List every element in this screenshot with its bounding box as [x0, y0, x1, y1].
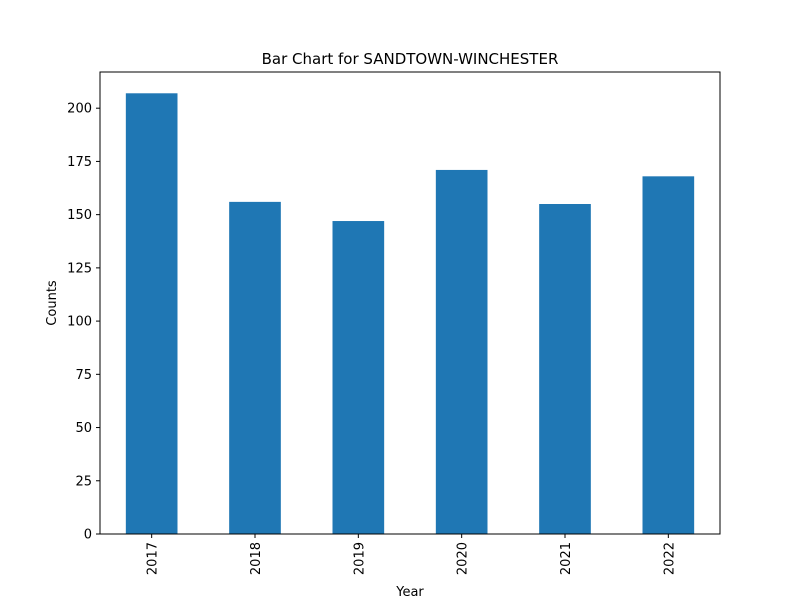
x-tick-label: 2022 [662, 542, 677, 575]
bar-2020 [435, 169, 488, 534]
y-tick-label: 150 [67, 208, 92, 223]
y-tick-label: 125 [67, 261, 92, 276]
y-tick-label: 75 [75, 368, 92, 383]
bar-2017 [125, 93, 178, 535]
y-tick-label: 200 [67, 102, 92, 117]
chart-title: Bar Chart for SANDTOWN-WINCHESTER [262, 50, 559, 68]
y-tick-label: 25 [75, 474, 92, 489]
x-tick-label: 2019 [352, 542, 367, 575]
bar-2021 [539, 204, 591, 534]
x-tick-label: 2017 [146, 542, 161, 575]
x-ticks-layer: 2017 2018 2019 2020 2021 2022 [146, 534, 677, 575]
x-tick-label: 2020 [456, 542, 471, 575]
bar-2022 [642, 176, 695, 535]
x-tick-label: 2018 [249, 542, 264, 575]
y-axis-label: Counts [45, 280, 60, 326]
plot-frame [99, 71, 721, 535]
y-tick-label: 0 [84, 528, 92, 543]
x-axis-label: Year [395, 585, 424, 600]
y-tick-label: 50 [75, 421, 92, 436]
bar-2019 [332, 221, 385, 534]
bars-layer [125, 93, 695, 535]
y-tick-label: 175 [67, 155, 92, 170]
y-ticks-layer: 0 25 50 75 100 125 150 175 200 [67, 102, 100, 543]
x-tick-label: 2021 [559, 542, 574, 575]
y-tick-label: 100 [67, 315, 92, 330]
bar-2018 [229, 201, 281, 534]
